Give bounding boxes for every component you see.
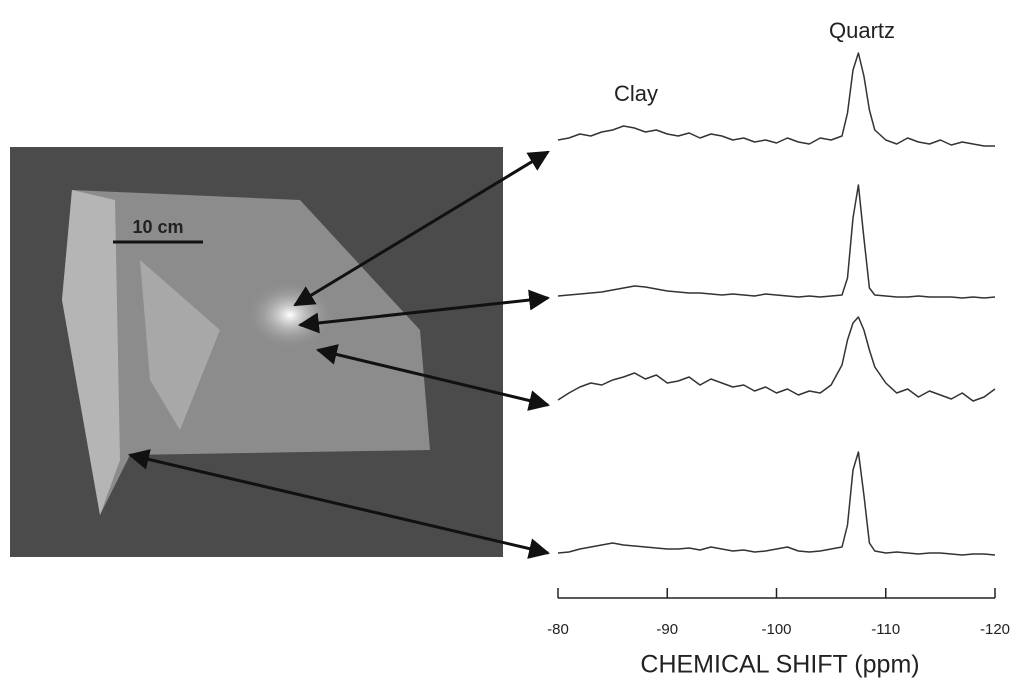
x-tick-label: -80 (547, 621, 569, 638)
scale-bar-label: 10 cm (132, 217, 183, 237)
spectrum (558, 185, 995, 298)
x-tick-label: -100 (761, 621, 791, 638)
spectrum (558, 317, 995, 401)
x-tick-label: -90 (656, 621, 678, 638)
figure: 10 cm Quartz Clay CHEMICAL SHIFT (ppm) -… (0, 0, 1021, 684)
clay-label: Clay (614, 81, 658, 106)
x-axis-label: CHEMICAL SHIFT (ppm) (640, 651, 919, 679)
photo: 10 cm (10, 147, 503, 557)
spectrum (558, 452, 995, 555)
x-tick-label: -120 (980, 621, 1010, 638)
x-tick-label: -110 (871, 621, 900, 638)
quartz-label: Quartz (829, 18, 895, 43)
